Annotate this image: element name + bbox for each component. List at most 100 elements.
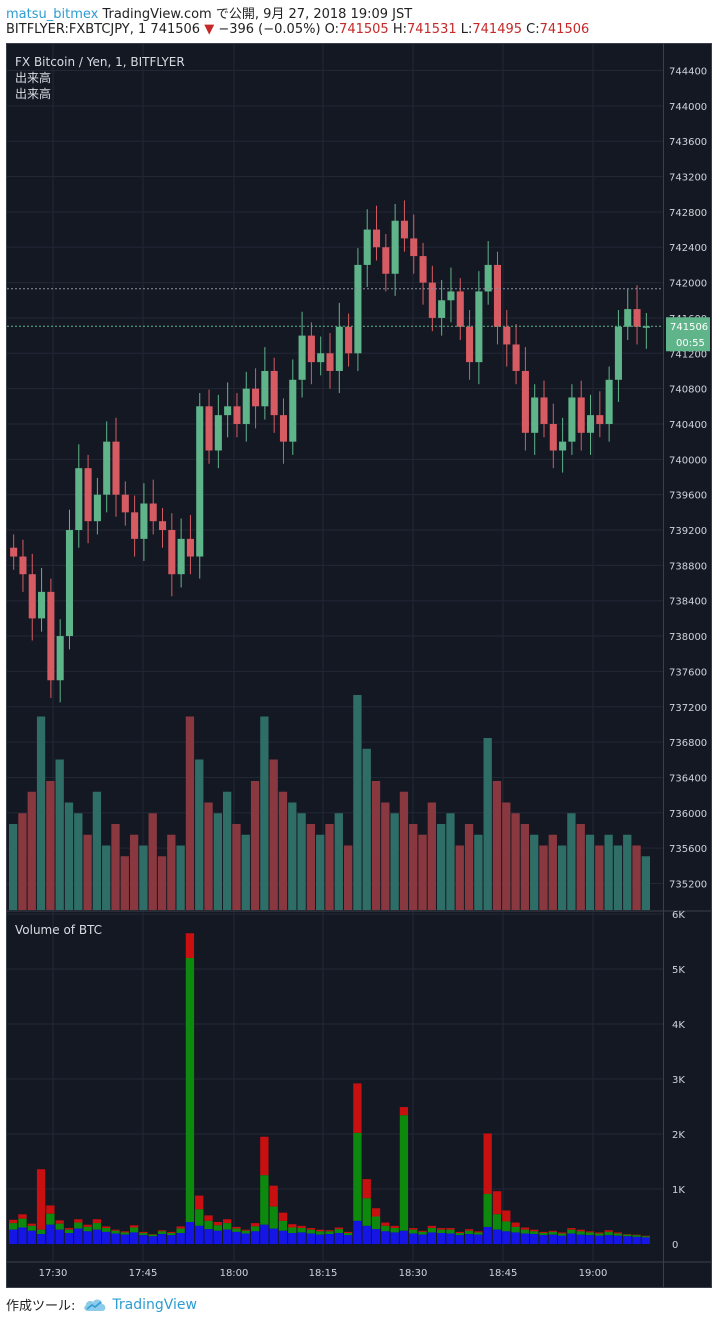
main-legend: FX Bitcoin / Yen, 1, BITFLYER 出来高 出来高 — [15, 54, 185, 102]
price-tick-label: 739200 — [669, 526, 707, 537]
price-axis[interactable] — [664, 43, 712, 1288]
volume-bar — [92, 791, 102, 910]
time-tick-label: 17:30 — [39, 1268, 68, 1279]
price-tick-label: 740400 — [669, 420, 707, 431]
made-with-label: 作成ツール: — [6, 1299, 76, 1314]
volume-red-segment — [36, 1169, 46, 1230]
volume-red-segment — [260, 1136, 269, 1176]
volume-red-segment — [557, 1232, 567, 1234]
last-price: 741506 — [150, 22, 201, 37]
volume-green-segment — [399, 1115, 409, 1231]
candle-body — [391, 220, 399, 274]
candle-body — [47, 591, 55, 681]
volume-green-segment — [613, 1233, 623, 1236]
volume-green-segment — [455, 1233, 464, 1236]
volume-green-segment — [83, 1226, 92, 1232]
volume-blue-segment — [390, 1232, 399, 1244]
volume-blue-segment — [604, 1235, 613, 1244]
volume-blue-segment — [539, 1235, 548, 1244]
volume-bar — [613, 845, 623, 910]
volume-green-segment — [585, 1232, 595, 1236]
volume-blue-segment — [511, 1232, 520, 1244]
volume-red-segment — [334, 1227, 343, 1230]
volume-red-segment — [232, 1226, 241, 1229]
volume-green-segment — [530, 1231, 539, 1235]
candle-body — [614, 326, 622, 380]
publisher-link[interactable]: matsu_bitmex — [6, 7, 99, 22]
volume-bar — [334, 813, 343, 910]
price-tick-label: 741200 — [669, 349, 707, 360]
volume-blue-segment — [399, 1230, 409, 1244]
volume-blue-segment — [595, 1235, 604, 1244]
price-tick-label: 737200 — [669, 703, 707, 714]
volume-bar — [288, 802, 297, 910]
volume-blue-segment — [409, 1233, 418, 1244]
candle-body — [326, 353, 334, 371]
volume-blue-segment — [102, 1231, 111, 1244]
candle-body — [252, 388, 260, 407]
volume-red-segment — [427, 1225, 436, 1229]
volume-blue-segment — [464, 1234, 474, 1244]
volume-blue-segment — [55, 1229, 64, 1244]
volume-bar — [557, 845, 567, 910]
volume-bar — [83, 834, 92, 910]
tradingview-link[interactable]: TradingView — [83, 1297, 197, 1313]
candle-body — [484, 264, 492, 292]
time-tick-label: 18:30 — [399, 1268, 428, 1279]
volume-red-segment — [418, 1230, 427, 1232]
volume-blue-segment — [157, 1234, 167, 1244]
volume-blue-segment — [306, 1233, 316, 1244]
candle-body — [354, 264, 362, 354]
volume-tick-label: 6K — [672, 910, 685, 921]
volume-bar — [381, 802, 390, 910]
volume-blue-segment — [343, 1235, 353, 1244]
volume-blue-segment — [167, 1235, 176, 1244]
volume-bar — [446, 813, 455, 910]
volume-bar — [632, 845, 641, 910]
volume-blue-segment — [418, 1234, 427, 1244]
price-tick-label: 738000 — [669, 632, 707, 643]
volume-red-segment — [316, 1229, 325, 1232]
volume-green-segment — [148, 1234, 157, 1237]
volume-bar — [539, 845, 548, 910]
volume-red-segment — [55, 1220, 64, 1224]
volume-red-segment — [195, 1195, 204, 1210]
candle-body — [307, 335, 315, 363]
volume-red-segment — [548, 1230, 557, 1232]
symbol-name: BITFLYER:FXBTCJPY, 1 — [6, 22, 147, 37]
candle-body — [233, 406, 241, 424]
volume-red-segment — [176, 1226, 185, 1229]
candle-body — [512, 344, 520, 371]
candle-body — [345, 326, 353, 354]
volume-red-segment — [362, 1179, 371, 1199]
candle-body — [335, 326, 343, 371]
volume-tick-label: 3K — [672, 1075, 685, 1086]
volume-green-segment — [464, 1230, 474, 1235]
volume-green-segment — [204, 1220, 213, 1230]
volume-blue-segment — [474, 1234, 483, 1244]
candle-body — [214, 415, 222, 451]
volume-red-segment — [223, 1219, 232, 1224]
volume-bar — [213, 813, 222, 910]
volume-blue-segment — [213, 1230, 222, 1244]
high-value: 741531 — [406, 22, 457, 37]
volume-green-segment — [409, 1229, 418, 1234]
volume-bar — [371, 781, 381, 910]
volume-red-segment — [595, 1232, 604, 1234]
candle-body — [428, 282, 436, 318]
volume-green-segment — [167, 1233, 176, 1236]
volume-blue-segment — [455, 1235, 464, 1244]
volume-blue-segment — [623, 1236, 632, 1244]
volume-green-segment — [18, 1218, 27, 1228]
volume-bar — [250, 781, 260, 910]
candle-body — [93, 494, 101, 522]
volume-bar — [74, 813, 83, 910]
candle-body — [149, 503, 157, 522]
price-tick-label: 735600 — [669, 844, 707, 855]
volume-label-2: 出来高 — [15, 87, 52, 101]
volume-green-segment — [232, 1228, 241, 1232]
volume-bar — [139, 845, 148, 910]
candle-body — [298, 335, 306, 380]
candle-body — [158, 521, 167, 531]
chart-area[interactable] — [6, 43, 664, 1288]
